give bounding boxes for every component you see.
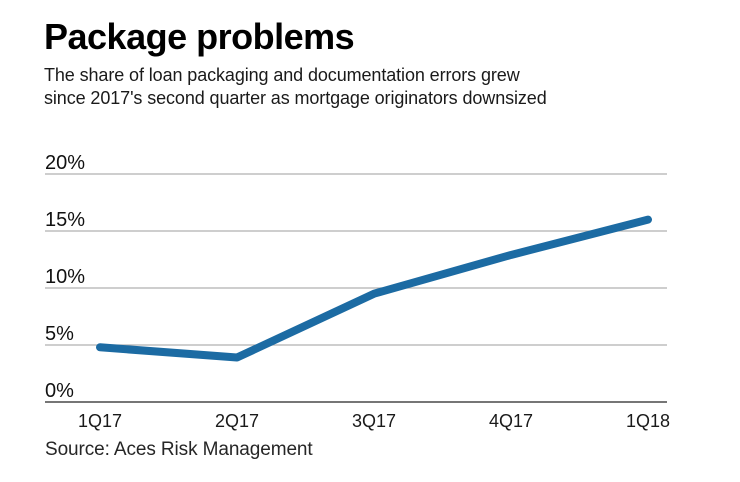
y-tick-label: 0%: [45, 380, 74, 402]
chart-title: Package problems: [44, 16, 355, 57]
data-line: [96, 215, 652, 362]
x-tick-label: 1Q17: [78, 411, 122, 431]
y-tick-label: 20%: [45, 152, 85, 174]
y-tick-label: 5%: [45, 323, 74, 345]
y-tick-label: 10%: [45, 266, 85, 288]
y-tick-label: 15%: [45, 209, 85, 231]
source-note: Source: Aces Risk Management: [45, 439, 313, 460]
x-tick-label: 3Q17: [352, 411, 396, 431]
x-tick-label: 1Q18: [626, 411, 670, 431]
chart-subtitle-line-1: The share of loan packaging and document…: [44, 65, 520, 85]
x-tick-label: 2Q17: [215, 411, 259, 431]
x-tick-label: 4Q17: [489, 411, 533, 431]
chart-subtitle-line-2: since 2017's second quarter as mortgage …: [44, 88, 547, 108]
chart-header: Package problems The share of loan packa…: [44, 16, 664, 110]
